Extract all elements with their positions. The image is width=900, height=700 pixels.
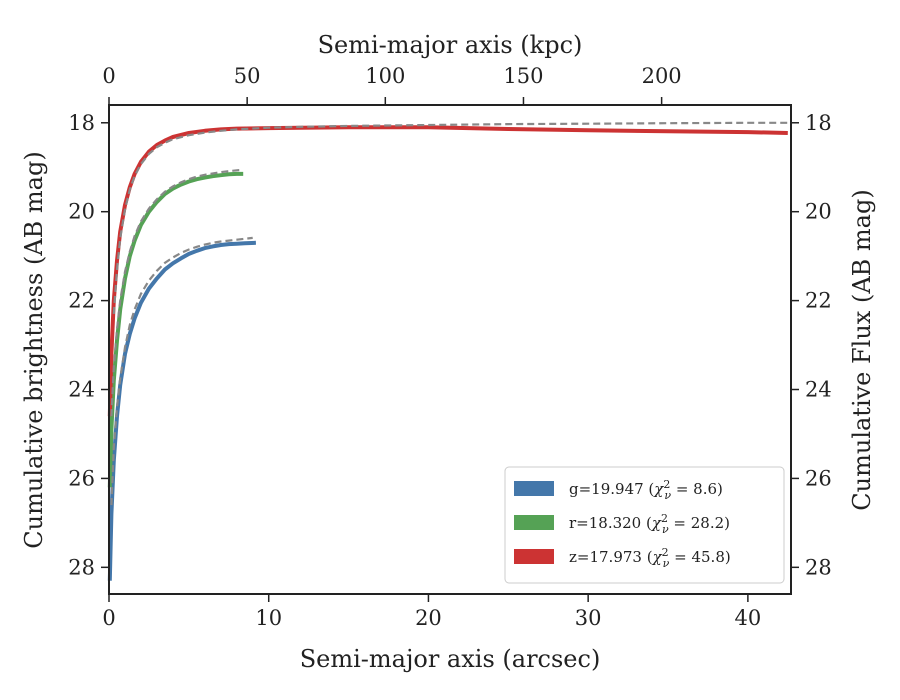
legend-swatch-2 — [514, 549, 554, 564]
legend-swatch-1 — [514, 515, 554, 530]
plot-frame — [108, 104, 792, 595]
legend-label-0: g=19.947 (χ2 ν = 8.6) — [569, 478, 723, 502]
y-right-tick-label-3: 24 — [805, 378, 832, 402]
legend: g=19.947 (χ2 ν = 8.6)r=18.320 (χ2 ν = 28.2… — [504, 466, 785, 584]
series-line-2 — [107, 125, 788, 417]
y-right-tick-label-4: 26 — [805, 466, 832, 490]
legend-label-1-part-1: χ — [651, 514, 662, 532]
x-axis-label: Semi-major axis (arcsec) — [300, 645, 601, 673]
legend-label-0-part-3: ν — [664, 489, 671, 502]
y-right-tick-label-2: 22 — [805, 289, 832, 313]
y-axis-label: Cumulative brightness (AB mag) — [20, 151, 48, 548]
legend-label-0-part-1: χ — [653, 480, 664, 498]
legend-label-1: r=18.320 (χ2 ν = 28.2) — [569, 512, 730, 536]
legend-label-2-part-2: 2 — [662, 546, 669, 559]
legend-label-0-part-2: 2 — [663, 478, 670, 491]
y-right-tick-label-5: 28 — [805, 555, 832, 579]
legend-items: g=19.947 (χ2 ν = 8.6)r=18.320 (χ2 ν = 28.2… — [514, 478, 731, 570]
legend-label-1-part-3: ν — [662, 523, 669, 536]
x-top-tick-label-4: 200 — [642, 64, 682, 88]
legend-swatch-0 — [514, 481, 554, 496]
legend-label-1-part-0: r=18.320 ( — [569, 514, 652, 532]
y-tick-label-1: 20 — [68, 200, 95, 224]
legend-label-2-part-4: = 45.8) — [669, 548, 730, 566]
legend-label-0-part-0: g=19.947 ( — [569, 480, 654, 498]
x-tick-label-1: 10 — [255, 606, 282, 630]
model-line-2 — [112, 121, 788, 314]
x-tick-label-4: 40 — [735, 606, 762, 630]
x-tick-label-0: 0 — [102, 606, 115, 630]
series-line-1 — [107, 171, 244, 488]
legend-label-1-part-2: 2 — [661, 512, 668, 525]
model-line-0 — [110, 236, 253, 506]
x-top-tick-label-2: 100 — [365, 64, 405, 88]
y-tick-label-3: 24 — [68, 378, 95, 402]
legend-label-2: z=17.973 (χ2 ν = 45.8) — [569, 546, 731, 570]
series-layer — [107, 125, 788, 581]
legend-label-2-part-0: z=17.973 ( — [569, 548, 653, 566]
x-tick-label-2: 20 — [415, 606, 442, 630]
legend-label-2-part-3: ν — [663, 557, 670, 570]
series-line-0 — [107, 240, 256, 581]
y-tick-label-0: 18 — [68, 111, 95, 135]
model-line-1 — [110, 168, 244, 417]
y-right-tick-label-1: 20 — [805, 200, 832, 224]
x-top-axis-label: Semi-major axis (kpc) — [318, 31, 583, 59]
y-tick-label-2: 22 — [68, 289, 95, 313]
x-top-tick-label-1: 50 — [234, 64, 261, 88]
y-right-tick-label-0: 18 — [805, 111, 832, 135]
legend-box — [504, 466, 785, 584]
y-tick-label-5: 28 — [68, 555, 95, 579]
model-layer — [110, 121, 788, 506]
y-tick-label-4: 26 — [68, 466, 95, 490]
x-tick-label-3: 30 — [575, 606, 602, 630]
legend-label-1-part-4: = 28.2) — [669, 514, 730, 532]
x-top-tick-label-0: 0 — [102, 64, 115, 88]
legend-label-2-part-1: χ — [652, 548, 663, 566]
y-right-axis-label: Cumulative Flux (AB mag) — [848, 189, 876, 510]
x-top-tick-label-3: 150 — [503, 64, 543, 88]
legend-label-0-part-4: = 8.6) — [671, 480, 723, 498]
